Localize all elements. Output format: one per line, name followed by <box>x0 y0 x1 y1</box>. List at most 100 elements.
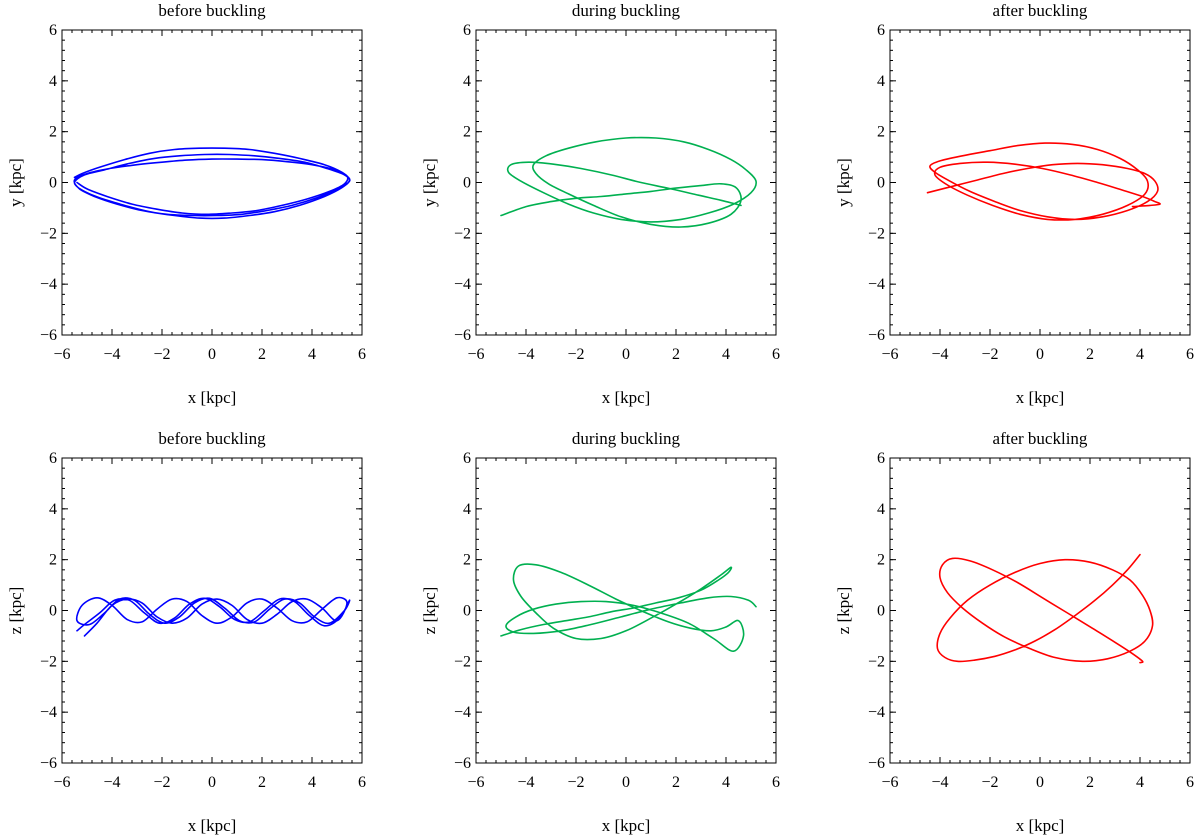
x-tick-label: −4 <box>103 346 120 363</box>
y-tick-label: −2 <box>454 225 471 242</box>
x-tick-label: 0 <box>208 774 216 791</box>
x-axis-label: x [kpc] <box>602 388 651 407</box>
panel-title: before buckling <box>158 429 266 448</box>
y-tick-label: −6 <box>40 327 57 344</box>
x-tick-label: −6 <box>467 346 484 363</box>
y-tick-label: 2 <box>877 552 885 569</box>
y-tick-label: 0 <box>463 603 471 620</box>
series-line <box>926 142 1161 221</box>
plot-frame <box>889 457 1191 764</box>
y-axis-label: z [kpc] <box>834 587 853 635</box>
y-tick-label: −6 <box>454 327 471 344</box>
x-tick-label: 2 <box>672 774 680 791</box>
x-axis-label: x [kpc] <box>1016 816 1065 835</box>
panel-3: −6 −6 −4 −4 −2 −2 0 0 2 2 4 4 6 6 after buckling x [kpc… <box>834 1 1194 407</box>
y-tick-label: −4 <box>868 276 885 293</box>
x-tick-label: −6 <box>53 346 70 363</box>
y-tick-label: 6 <box>463 450 471 467</box>
x-tick-label: 4 <box>722 346 730 363</box>
x-tick-label: 0 <box>1036 346 1044 363</box>
plot-frame <box>475 457 777 764</box>
x-tick-label: 4 <box>722 774 730 791</box>
x-tick-label: 0 <box>622 346 630 363</box>
x-tick-label: −4 <box>931 774 948 791</box>
series-line <box>500 136 757 228</box>
x-tick-label: −6 <box>53 774 70 791</box>
y-axis-label: z [kpc] <box>6 587 25 635</box>
y-tick-label: 2 <box>463 124 471 141</box>
panel-title: before buckling <box>158 1 266 20</box>
x-tick-label: 6 <box>1186 346 1194 363</box>
x-tick-label: −2 <box>153 774 170 791</box>
y-tick-label: −2 <box>454 653 471 670</box>
series-line <box>75 596 351 637</box>
y-tick-label: 4 <box>877 501 885 518</box>
series-line <box>936 553 1154 664</box>
x-tick-label: 6 <box>772 346 780 363</box>
x-tick-label: 4 <box>1136 346 1144 363</box>
y-tick-label: 6 <box>49 22 57 39</box>
y-tick-label: 6 <box>463 22 471 39</box>
y-tick-label: 4 <box>49 501 57 518</box>
x-tick-label: −4 <box>931 346 948 363</box>
x-tick-label: −2 <box>153 346 170 363</box>
x-axis-label: x [kpc] <box>602 816 651 835</box>
y-tick-label: 2 <box>49 124 57 141</box>
y-tick-label: 6 <box>877 22 885 39</box>
x-tick-label: −4 <box>517 774 534 791</box>
x-tick-label: −6 <box>467 774 484 791</box>
x-tick-label: 4 <box>1136 774 1144 791</box>
x-tick-label: −6 <box>881 774 898 791</box>
x-tick-label: 4 <box>308 774 316 791</box>
panel-4: −6 −6 −4 −4 −2 −2 0 0 2 2 4 4 6 6 before buckling x [kp… <box>6 429 366 835</box>
plot-frame <box>889 29 1191 336</box>
y-tick-label: −4 <box>454 704 471 721</box>
y-axis-label: y [kpc] <box>420 158 439 207</box>
y-tick-label: −6 <box>868 755 885 772</box>
y-tick-label: −2 <box>40 225 57 242</box>
y-tick-label: −6 <box>40 755 57 772</box>
y-tick-label: 4 <box>877 73 885 90</box>
x-tick-label: −4 <box>103 774 120 791</box>
y-tick-label: 0 <box>877 603 885 620</box>
y-tick-label: −6 <box>454 755 471 772</box>
y-tick-label: 4 <box>463 501 471 518</box>
x-axis-label: x [kpc] <box>1016 388 1065 407</box>
plot-frame <box>475 29 777 336</box>
x-tick-label: 6 <box>358 774 366 791</box>
y-tick-label: 0 <box>463 175 471 192</box>
panel-6: −6 −6 −4 −4 −2 −2 0 0 2 2 4 4 6 6 after buckling x [kpc… <box>834 429 1194 835</box>
x-tick-label: 2 <box>672 346 680 363</box>
y-tick-label: 0 <box>877 175 885 192</box>
y-tick-label: 2 <box>877 124 885 141</box>
x-tick-label: 6 <box>358 346 366 363</box>
y-axis-label: z [kpc] <box>420 587 439 635</box>
x-axis-label: x [kpc] <box>188 816 237 835</box>
y-axis-label: y [kpc] <box>834 158 853 207</box>
x-tick-label: −6 <box>881 346 898 363</box>
y-axis-label: y [kpc] <box>6 158 25 207</box>
panel-2: −6 −6 −4 −4 −2 −2 0 0 2 2 4 4 6 6 during buckling x [kp… <box>420 1 780 407</box>
y-tick-label: −4 <box>40 276 57 293</box>
panel-1: −6 −6 −4 −4 −2 −2 0 0 2 2 4 4 6 6 before buckling x [kp… <box>6 1 366 407</box>
y-tick-label: −6 <box>868 327 885 344</box>
y-tick-label: 4 <box>463 73 471 90</box>
plot-frame <box>61 29 363 336</box>
panel-title: during buckling <box>572 429 681 448</box>
y-tick-label: −2 <box>868 653 885 670</box>
x-tick-label: 2 <box>1086 346 1094 363</box>
y-tick-label: 6 <box>877 450 885 467</box>
y-tick-label: 0 <box>49 175 57 192</box>
y-tick-label: −4 <box>40 704 57 721</box>
x-axis-label: x [kpc] <box>188 388 237 407</box>
x-tick-label: −4 <box>517 346 534 363</box>
panel-title: after buckling <box>993 429 1088 448</box>
x-tick-label: 0 <box>208 346 216 363</box>
x-tick-label: 4 <box>308 346 316 363</box>
x-tick-label: 0 <box>1036 774 1044 791</box>
x-tick-label: 2 <box>258 346 266 363</box>
x-tick-label: 6 <box>772 774 780 791</box>
panel-title: after buckling <box>993 1 1088 20</box>
panel-title: during buckling <box>572 1 681 20</box>
